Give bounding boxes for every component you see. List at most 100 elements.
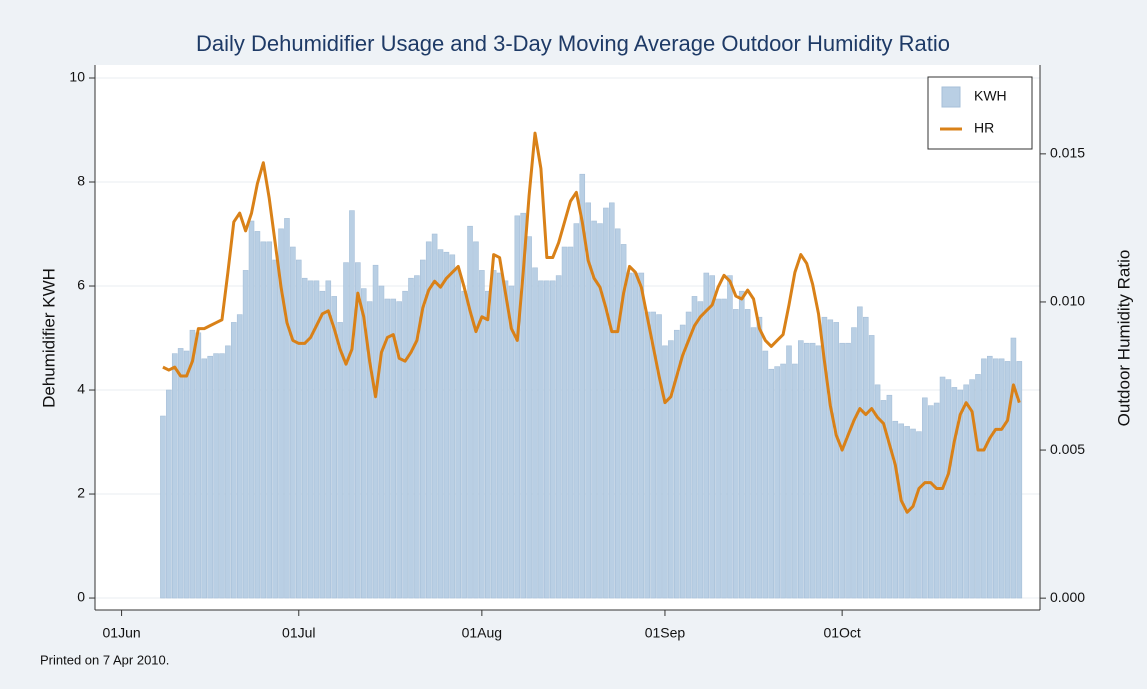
bar — [449, 254, 456, 599]
bar — [697, 301, 704, 599]
bar — [656, 314, 662, 599]
bar — [957, 389, 964, 599]
bar — [727, 275, 733, 599]
bar — [473, 241, 479, 599]
y2-axis-label: Outdoor Humidity Ratio — [1114, 250, 1133, 427]
bar — [242, 270, 249, 599]
bar — [260, 241, 267, 599]
chart-title: Daily Dehumidifier Usage and 3-Day Movin… — [196, 31, 950, 56]
bar — [927, 405, 934, 599]
bar — [603, 207, 609, 599]
bar — [514, 215, 521, 599]
bar — [963, 384, 969, 599]
bar — [998, 358, 1005, 599]
bar — [620, 244, 627, 599]
x-tick-label: 01Jun — [103, 625, 141, 641]
bar — [248, 220, 255, 599]
bar — [295, 259, 302, 599]
bar — [886, 394, 893, 599]
bar — [786, 345, 792, 599]
bar — [236, 314, 243, 599]
bar — [420, 259, 426, 599]
bar — [484, 290, 491, 599]
bar — [614, 228, 621, 599]
bar — [183, 350, 190, 599]
bar — [496, 272, 503, 599]
x-tick-label: 01Aug — [462, 625, 502, 641]
bar — [691, 296, 698, 599]
bar — [479, 270, 485, 599]
bar — [301, 277, 308, 599]
bar — [744, 309, 751, 599]
bar — [307, 280, 314, 599]
x-tick-label: 01Sep — [645, 625, 686, 641]
bar — [319, 290, 326, 599]
bar — [343, 262, 349, 599]
bar — [396, 301, 402, 599]
y2-tick-label: 0.000 — [1050, 589, 1085, 605]
bar — [360, 288, 367, 599]
bar — [437, 249, 444, 599]
bar — [508, 285, 515, 599]
bar — [555, 275, 562, 599]
bar — [638, 272, 645, 599]
bar — [992, 358, 999, 599]
bar — [177, 348, 184, 599]
bar — [431, 233, 438, 599]
bar — [207, 355, 213, 599]
y-tick-label: 2 — [77, 485, 85, 501]
bar — [792, 363, 798, 599]
bar — [733, 309, 739, 599]
bar — [774, 366, 780, 599]
bar — [868, 335, 875, 599]
bar — [898, 423, 904, 599]
bar — [284, 218, 290, 599]
bar — [685, 311, 692, 599]
bar — [857, 306, 863, 599]
bar — [679, 324, 686, 599]
plot-area — [95, 65, 1040, 610]
bar — [815, 345, 822, 599]
bar — [987, 355, 993, 599]
bar — [467, 225, 473, 599]
bar — [408, 277, 414, 599]
bar — [1010, 337, 1017, 599]
bar — [632, 272, 639, 599]
bar — [573, 223, 580, 599]
bar — [166, 389, 172, 599]
bar — [443, 251, 450, 599]
y-tick-label: 8 — [77, 173, 85, 189]
bar — [945, 379, 952, 599]
bar — [538, 280, 544, 599]
y2-tick-label: 0.005 — [1050, 441, 1085, 457]
bar — [455, 270, 462, 599]
bar — [290, 246, 296, 599]
bar — [366, 301, 373, 599]
bar — [278, 228, 284, 599]
legend-label: HR — [974, 120, 994, 136]
bar — [331, 296, 337, 599]
bar — [425, 241, 432, 599]
bar — [1004, 361, 1011, 599]
bar — [561, 246, 568, 599]
bar — [892, 420, 899, 599]
bar — [325, 280, 332, 599]
bar — [225, 345, 231, 599]
bar — [668, 340, 674, 599]
bar — [709, 275, 715, 599]
bar — [922, 397, 928, 599]
bar — [827, 319, 834, 599]
bar — [910, 428, 916, 599]
bar — [532, 267, 538, 599]
y2-tick-label: 0.015 — [1050, 145, 1085, 161]
bar — [981, 358, 987, 599]
bar — [721, 298, 727, 599]
bar — [272, 259, 278, 599]
bar — [201, 358, 208, 599]
bar — [579, 173, 586, 599]
bar — [862, 316, 869, 599]
bar — [662, 345, 668, 599]
bar — [337, 322, 343, 599]
bar — [626, 272, 633, 599]
